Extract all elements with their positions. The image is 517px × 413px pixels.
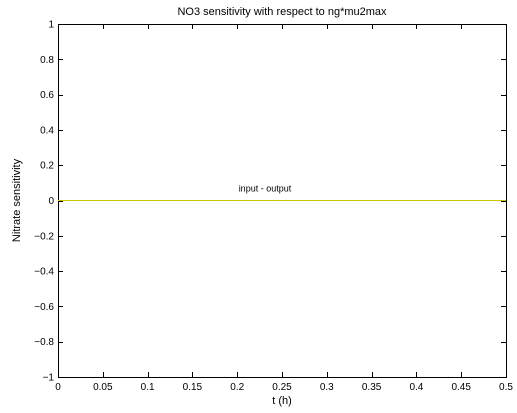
y-tick-label: 0.4 bbox=[40, 125, 54, 136]
x-tick-label: 0.4 bbox=[409, 382, 423, 393]
y-tick-label: 0 bbox=[48, 196, 54, 207]
axis-ticks bbox=[58, 24, 507, 378]
x-tick-label: 0.35 bbox=[362, 382, 382, 393]
y-tick-label: 0.2 bbox=[40, 161, 54, 172]
y-tick-label: 0.6 bbox=[40, 90, 54, 101]
y-axis-title: Nitrate sensitivity bbox=[11, 158, 23, 242]
x-tick-label: 0.25 bbox=[272, 382, 292, 393]
y-tick-label: −0.6 bbox=[34, 302, 54, 313]
x-tick-label: 0.2 bbox=[230, 382, 244, 393]
x-axis-title: t (h) bbox=[272, 395, 292, 407]
y-tick-label: 0.8 bbox=[40, 55, 54, 66]
x-tick-label: 0.3 bbox=[320, 382, 334, 393]
x-tick-label: 0 bbox=[55, 382, 61, 393]
y-tick-label: −0.4 bbox=[34, 267, 54, 278]
x-tick-label: 0.15 bbox=[183, 382, 203, 393]
y-tick-label: −1 bbox=[43, 373, 55, 384]
x-tick-label: 0.1 bbox=[141, 382, 155, 393]
chart-title: NO3 sensitivity with respect to ng*mu2ma… bbox=[177, 6, 387, 18]
tick-labels: 0 0.05 0.1 0.15 0.2 0.25 0.3 0.35 0.4 0.45 0.5 1 0.8… bbox=[34, 20, 513, 394]
y-tick-label: −0.2 bbox=[34, 231, 54, 242]
x-tick-label: 0.5 bbox=[499, 382, 513, 393]
x-tick-label: 0.05 bbox=[93, 382, 113, 393]
x-tick-label: 0.45 bbox=[451, 382, 471, 393]
series-annotation: input - output bbox=[239, 184, 292, 194]
y-tick-label: −0.8 bbox=[34, 337, 54, 348]
y-tick-label: 1 bbox=[48, 20, 54, 31]
annotations: input - output bbox=[239, 184, 292, 194]
